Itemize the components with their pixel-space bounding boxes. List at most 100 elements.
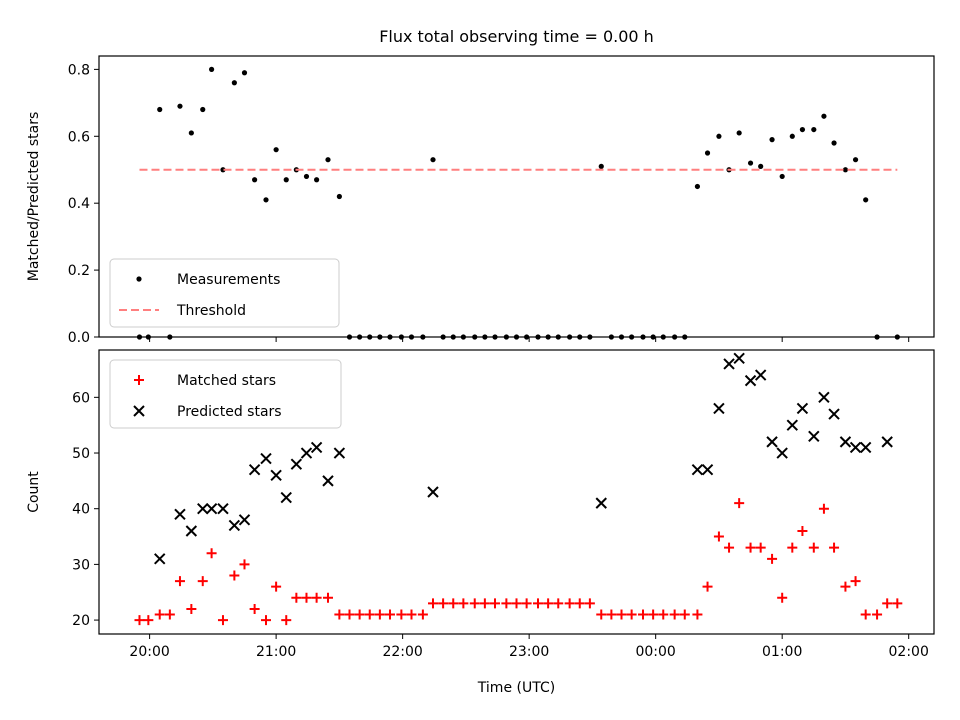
data-point bbox=[713, 402, 725, 415]
data-point bbox=[691, 464, 704, 476]
data-point bbox=[892, 598, 903, 609]
data-point bbox=[344, 609, 355, 620]
data-point bbox=[702, 581, 713, 592]
data-point bbox=[205, 502, 218, 515]
data-point bbox=[174, 576, 185, 587]
data-point bbox=[598, 163, 604, 169]
data-point bbox=[270, 469, 282, 482]
data-point bbox=[334, 609, 345, 620]
data-point bbox=[863, 197, 869, 203]
plot-area bbox=[136, 66, 900, 340]
data-point bbox=[797, 525, 808, 536]
chart-title: Flux total observing time = 0.00 h bbox=[379, 27, 654, 46]
data-point bbox=[648, 609, 659, 620]
data-point bbox=[564, 598, 575, 609]
y-axis-label: Matched/Predicted stars bbox=[26, 112, 42, 282]
data-point bbox=[638, 609, 649, 620]
data-point bbox=[479, 598, 490, 609]
data-point bbox=[692, 609, 703, 620]
data-point bbox=[860, 609, 871, 620]
ratio-panel: 0.0 0.2 0.4 0.6 0.8 Matched/Predicted stars Me… bbox=[26, 55, 935, 346]
y-tick-label: 20 bbox=[72, 613, 90, 629]
data-point bbox=[231, 80, 237, 86]
data-point bbox=[438, 598, 449, 609]
x-tick-label: 01:00 bbox=[762, 644, 802, 660]
data-point bbox=[238, 514, 251, 526]
legend-label: Threshold bbox=[176, 303, 246, 319]
data-point bbox=[186, 603, 197, 614]
data-point bbox=[260, 452, 272, 465]
data-point bbox=[543, 598, 554, 609]
legend-label: Measurements bbox=[177, 272, 280, 288]
data-point bbox=[374, 609, 385, 620]
legend-box bbox=[109, 258, 340, 328]
data-point bbox=[724, 542, 735, 553]
x-tick-label: 00:00 bbox=[635, 644, 675, 660]
data-point bbox=[701, 464, 714, 476]
data-point bbox=[769, 137, 775, 143]
data-point bbox=[842, 167, 849, 173]
x-tick-label: 20:00 bbox=[129, 644, 169, 660]
data-point bbox=[311, 592, 322, 603]
data-point bbox=[314, 177, 320, 183]
data-point bbox=[521, 598, 532, 609]
data-point bbox=[239, 559, 250, 570]
x-tick-label: 23:00 bbox=[509, 644, 549, 660]
data-point bbox=[596, 609, 607, 620]
x-tick-label: 02:00 bbox=[889, 644, 929, 660]
legend: Measurements Threshold bbox=[109, 258, 340, 328]
data-point bbox=[469, 598, 480, 609]
data-point bbox=[322, 592, 333, 603]
data-point bbox=[829, 542, 840, 553]
legend-swatch bbox=[136, 276, 142, 282]
data-point bbox=[261, 615, 271, 626]
data-point bbox=[280, 491, 292, 504]
data-point bbox=[325, 157, 331, 163]
data-point bbox=[574, 598, 585, 609]
data-point bbox=[428, 598, 438, 609]
data-point bbox=[406, 609, 417, 620]
y-tick-label: 0.0 bbox=[68, 330, 90, 346]
data-point bbox=[755, 542, 766, 553]
data-point bbox=[736, 130, 742, 136]
legend-box bbox=[109, 359, 342, 429]
data-point bbox=[427, 486, 439, 498]
data-point bbox=[831, 140, 837, 146]
data-point bbox=[217, 502, 229, 515]
y-tick-label: 0.4 bbox=[68, 196, 90, 212]
data-point bbox=[263, 197, 269, 203]
data-point bbox=[679, 609, 690, 620]
data-point bbox=[658, 609, 669, 620]
axes-frame bbox=[98, 55, 935, 338]
axes-frame bbox=[98, 349, 935, 635]
data-point bbox=[777, 592, 788, 603]
x-axis-label: Time (UTC) bbox=[477, 680, 555, 696]
data-point bbox=[248, 464, 261, 476]
data-point bbox=[808, 542, 819, 553]
legend-swatch bbox=[134, 375, 144, 385]
data-point bbox=[252, 177, 258, 183]
y-tick-label: 0.2 bbox=[68, 263, 90, 279]
plot-area bbox=[134, 352, 903, 626]
data-point bbox=[417, 609, 428, 620]
x-tick-label: 22:00 bbox=[382, 644, 422, 660]
data-point bbox=[283, 177, 289, 183]
data-point bbox=[694, 183, 701, 190]
data-point bbox=[758, 163, 764, 169]
data-point bbox=[174, 508, 186, 520]
data-point bbox=[143, 615, 154, 626]
data-point bbox=[808, 430, 820, 443]
data-point bbox=[281, 615, 292, 626]
data-point bbox=[228, 519, 241, 532]
data-point bbox=[818, 391, 830, 404]
data-point bbox=[364, 609, 375, 620]
data-point bbox=[217, 615, 228, 626]
data-point bbox=[290, 458, 303, 470]
y-tick-label: 30 bbox=[72, 557, 90, 573]
data-point bbox=[489, 598, 500, 609]
data-point bbox=[185, 525, 198, 537]
x-tick-label: 21:00 bbox=[256, 644, 296, 660]
data-point bbox=[766, 436, 778, 448]
legend-swatch bbox=[133, 405, 145, 417]
y-axis-label: Count bbox=[26, 471, 42, 513]
